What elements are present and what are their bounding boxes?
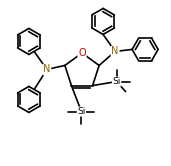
Text: N: N: [111, 46, 119, 56]
Text: N: N: [43, 64, 51, 74]
Text: Si: Si: [112, 77, 121, 86]
Text: Si: Si: [77, 107, 86, 116]
Text: O: O: [78, 48, 86, 58]
